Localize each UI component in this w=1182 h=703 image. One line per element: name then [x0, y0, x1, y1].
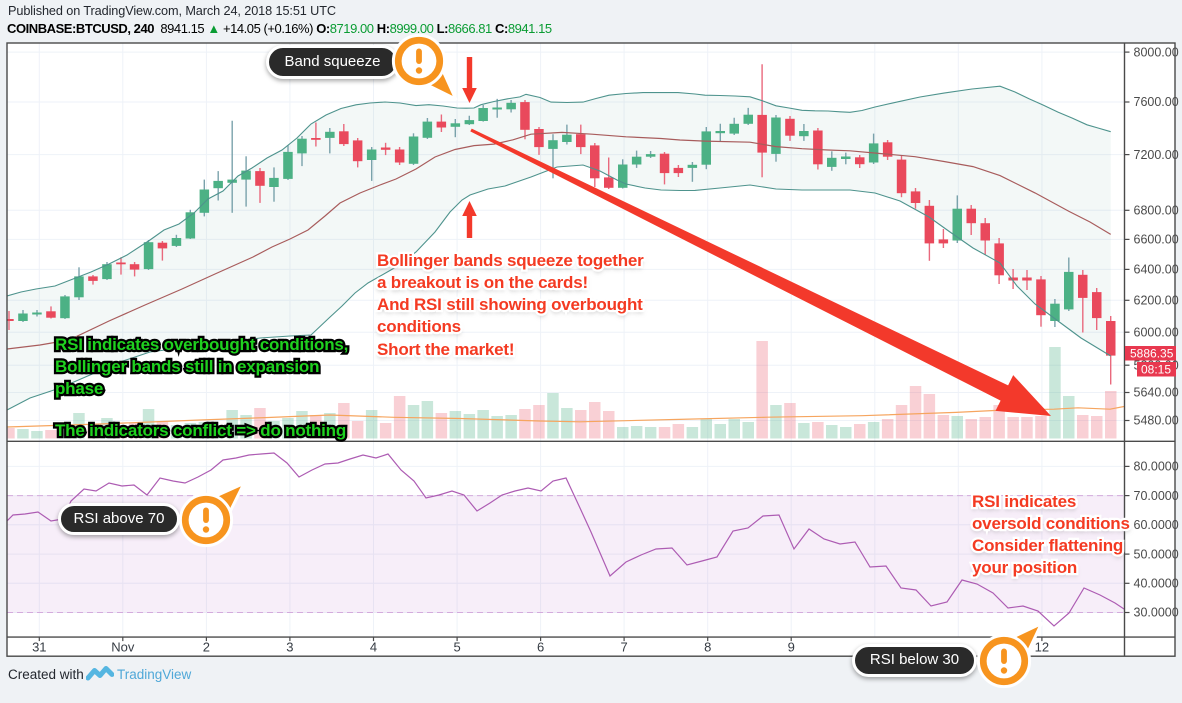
svg-text:80.0000: 80.0000	[1134, 460, 1179, 474]
svg-text:6200.00: 6200.00	[1134, 294, 1179, 308]
svg-text:5640.00: 5640.00	[1134, 386, 1179, 400]
svg-text:6: 6	[537, 640, 544, 655]
svg-text:4: 4	[370, 640, 377, 655]
svg-text:7200.00: 7200.00	[1134, 148, 1179, 162]
svg-text:7600.00: 7600.00	[1134, 95, 1179, 109]
svg-text:8: 8	[704, 640, 711, 655]
svg-text:60.0000: 60.0000	[1134, 518, 1179, 532]
svg-text:5886.35: 5886.35	[1130, 347, 1174, 361]
svg-text:3: 3	[286, 640, 293, 655]
svg-text:8000.00: 8000.00	[1134, 45, 1179, 59]
svg-text:40.0000: 40.0000	[1134, 577, 1179, 591]
svg-text:9: 9	[788, 640, 795, 655]
svg-text:6600.00: 6600.00	[1134, 233, 1179, 247]
svg-text:70.0000: 70.0000	[1134, 489, 1179, 503]
svg-text:31: 31	[32, 640, 46, 655]
svg-text:5480.00: 5480.00	[1134, 414, 1179, 428]
svg-text:08:15: 08:15	[1141, 363, 1171, 377]
svg-text:2: 2	[203, 640, 210, 655]
svg-text:6400.00: 6400.00	[1134, 263, 1179, 277]
svg-text:5: 5	[453, 640, 460, 655]
svg-text:6800.00: 6800.00	[1134, 204, 1179, 218]
svg-text:50.0000: 50.0000	[1134, 547, 1179, 561]
svg-text:Nov: Nov	[111, 640, 135, 655]
svg-text:12: 12	[1035, 640, 1049, 655]
svg-text:7: 7	[620, 640, 627, 655]
svg-text:30.0000: 30.0000	[1134, 606, 1179, 620]
svg-text:6000.00: 6000.00	[1134, 325, 1179, 339]
